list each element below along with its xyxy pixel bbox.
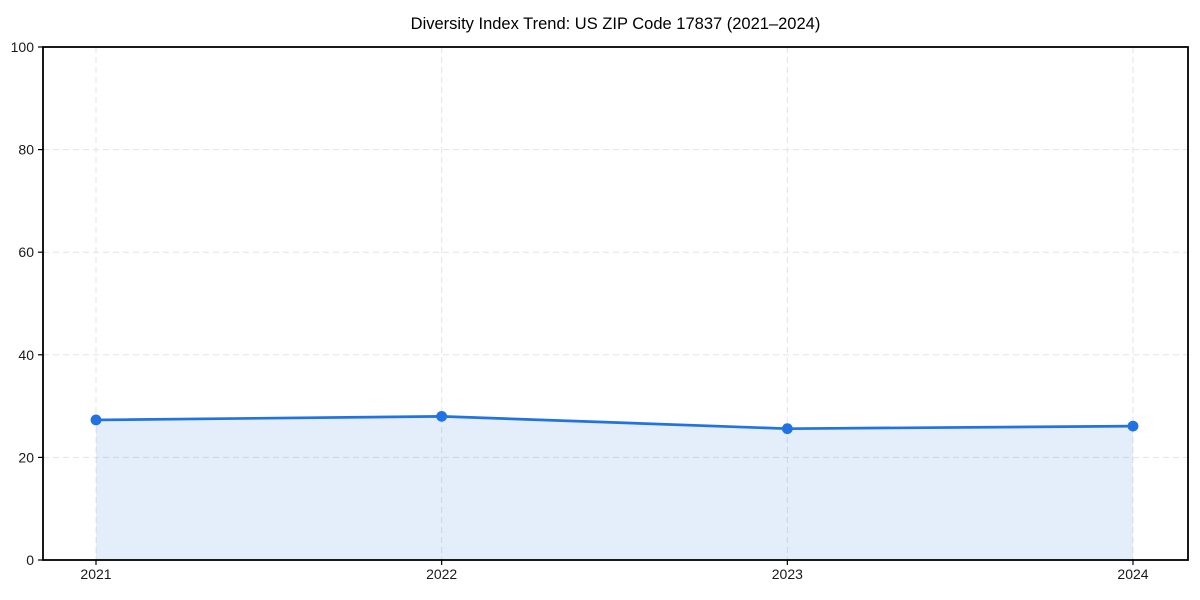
trend-line-layer bbox=[95, 415, 1134, 431]
plot-border bbox=[42, 46, 1189, 561]
data-point bbox=[781, 423, 793, 435]
x-tick-label: 2024 bbox=[1117, 566, 1148, 582]
x-tick-label: 2022 bbox=[426, 566, 457, 582]
chart-title: Diversity Index Trend: US ZIP Code 17837… bbox=[411, 15, 821, 33]
y-tick-label: 60 bbox=[18, 244, 34, 260]
data-points bbox=[90, 410, 1139, 435]
data-point bbox=[1127, 420, 1139, 432]
trend-line bbox=[95, 415, 1134, 431]
gridlines bbox=[43, 46, 1188, 560]
y-tick-label: 20 bbox=[18, 449, 34, 465]
y-tick-label: 0 bbox=[26, 552, 34, 568]
y-tick-label: 80 bbox=[18, 142, 34, 158]
area-fill-layer bbox=[96, 416, 1133, 560]
x-tick-label: 2023 bbox=[772, 566, 803, 582]
axis-ticks-and-labels: 0 20 40 60 80 100 2021 2022 2023 2024 bbox=[11, 39, 1149, 582]
data-point bbox=[90, 414, 102, 426]
plot-area bbox=[43, 47, 1188, 560]
plot-border-layer bbox=[42, 46, 1189, 561]
y-tick-label: 100 bbox=[11, 39, 35, 55]
data-point bbox=[436, 410, 448, 422]
area-fill bbox=[96, 416, 1133, 560]
y-tick-label: 40 bbox=[18, 347, 34, 363]
x-tick-label: 2021 bbox=[80, 566, 111, 582]
